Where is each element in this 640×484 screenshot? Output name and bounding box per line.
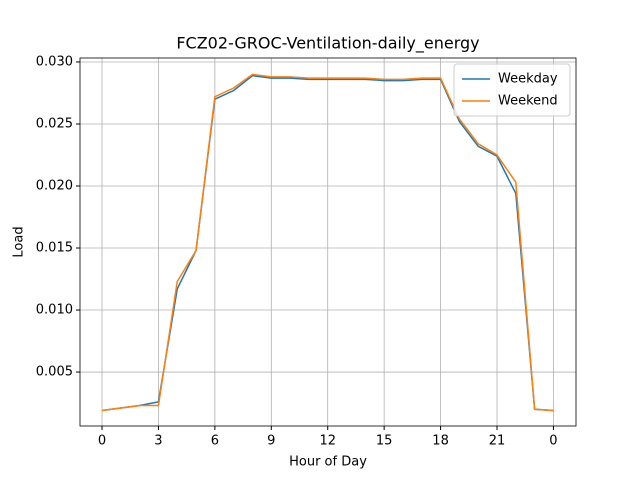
- y-axis-label: Load: [12, 226, 27, 257]
- x-tick-label: 0: [549, 434, 557, 449]
- y-tick-label: 0.020: [36, 179, 73, 194]
- legend-label: Weekday: [498, 72, 558, 87]
- legend-box: [453, 63, 571, 117]
- x-tick-label: 15: [376, 434, 393, 449]
- y-tick-label: 0.015: [36, 241, 73, 256]
- x-tick-label: 3: [154, 434, 162, 449]
- y-tick-label: 0.030: [36, 54, 73, 69]
- x-tick-label: 6: [211, 434, 219, 449]
- y-tick-label: 0.005: [36, 365, 73, 380]
- legend-label: Weekend: [498, 94, 558, 109]
- x-tick-label: 18: [432, 434, 449, 449]
- data-line: [101, 74, 554, 412]
- plot-frame: [79, 57, 577, 427]
- x-tick-label: 12: [319, 434, 336, 449]
- y-tick-label: 0.025: [36, 116, 73, 131]
- x-tick-label: 0: [98, 434, 106, 449]
- data-line: [101, 73, 554, 412]
- y-tick-label: 0.010: [36, 303, 73, 318]
- x-tick-label: 21: [489, 434, 506, 449]
- x-axis-label: Hour of Day: [289, 455, 367, 470]
- chart-title: FCZ02-GROC-Ventilation-daily_energy: [176, 34, 479, 54]
- x-tick-label: 9: [267, 434, 275, 449]
